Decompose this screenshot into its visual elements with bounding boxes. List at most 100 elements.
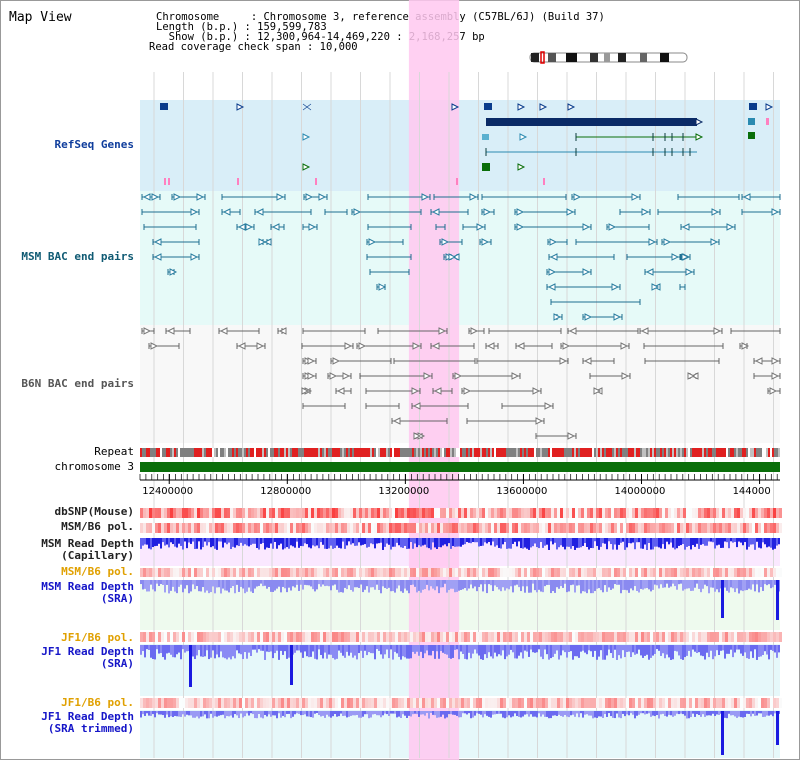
repeat-segment [676,448,678,457]
heat-cell [314,632,317,642]
b6n-bac-track[interactable] [141,327,781,440]
msm-bac-track[interactable] [141,193,781,321]
repeat-track[interactable] [140,448,780,457]
bac-end-marker [263,238,272,246]
depth-bar [708,580,710,594]
heat-cell [776,508,779,518]
track-label-msm-b6-pol[interactable]: MSM/B6 pol. [61,520,134,533]
heat-cell [530,508,533,518]
heat-cell [140,568,143,577]
depth-bar [476,538,478,543]
heat-cell [407,632,410,642]
heat-cell [542,698,545,708]
depth-bar [686,711,688,719]
heat-cell [644,632,647,642]
heat-cell [632,508,635,518]
track-label-b6n-bac[interactable]: B6N BAC end pairs [21,377,134,390]
repeat-segment [390,448,392,457]
repeat-segment [538,448,540,457]
depth-bar [650,580,652,592]
heat-cell [539,568,542,577]
heat-cell [320,568,323,577]
track-label-msm-b6-pol-2[interactable]: MSM/B6 pol. [61,565,134,578]
heat-cell [515,568,518,577]
depth-bar [574,645,576,657]
depth-bar [248,711,250,716]
depth-bar [550,538,552,542]
chromosome-bar[interactable] [140,462,780,472]
heat-cell [473,508,476,518]
heat-cell [287,508,290,518]
repeat-segment [478,448,480,457]
heat-cell [617,568,620,577]
depth-bar [688,711,690,719]
depth-bar [548,538,550,550]
heat-cell [272,568,275,577]
track-label-dbsnp[interactable]: dbSNP(Mouse) [54,505,134,518]
track-label-refseq[interactable]: RefSeq Genes [54,138,134,151]
track-label-msm-depth-sra-1[interactable]: MSM Read Depth [41,580,134,593]
depth-bar [552,711,554,716]
depth-bar [632,711,634,715]
bac-end-marker [549,253,558,261]
heat-cell [152,523,155,533]
heat-cell [254,508,257,518]
heat-cell [509,523,512,533]
track-label-jf1-b6-pol-2[interactable]: JF1/B6 pol. [61,696,134,709]
depth-bar [162,580,164,585]
heat-cell [386,698,389,708]
heat-cell [605,568,608,577]
depth-bar [732,538,734,543]
bac-end-marker [516,342,525,350]
track-label-jf1-depth-sra-1[interactable]: JF1 Read Depth [41,645,134,658]
depth-bar [520,538,522,549]
track-label-repeat[interactable]: Repeat [94,445,134,458]
depth-bar [474,538,476,543]
repeat-segment [352,448,354,457]
track-label-msm-depth-cap-1[interactable]: MSM Read Depth [41,537,134,550]
depth-bar [512,711,514,717]
track-label-chromosome[interactable]: chromosome 3 [54,460,134,473]
depth-bar [266,580,268,589]
depth-bar [682,538,684,545]
depth-bar [496,538,498,546]
chromosome-ideogram[interactable] [529,51,688,64]
heat-cell [299,698,302,708]
depth-bar [336,580,338,590]
depth-bar [204,645,206,657]
heat-cell [182,568,185,577]
repeat-segment [682,448,684,457]
depth-bar [684,645,686,658]
track-label-msm-bac[interactable]: MSM BAC end pairs [21,250,134,263]
heat-cell [326,568,329,577]
depth-bar [466,538,468,543]
depth-bar [490,580,492,586]
track-label-jf1-depth-trim-1[interactable]: JF1 Read Depth [41,710,134,723]
heat-cell [740,568,743,577]
bac-end-marker [413,432,422,440]
depth-bar [416,580,418,593]
heat-cell [191,508,194,518]
depth-bar [460,538,462,547]
refseq-genes-track[interactable] [160,103,774,185]
repeat-segment [338,448,340,457]
depth-bar [384,711,386,714]
heat-cell [161,698,164,708]
heat-cell [746,568,749,577]
heat-cell [647,632,650,642]
info-length: Length (b.p.) : 159,599,783 [156,21,327,33]
depth-bar [762,645,764,656]
heat-cell [533,632,536,642]
track-label-jf1-b6-pol[interactable]: JF1/B6 pol. [61,631,134,644]
repeat-segment [204,448,206,457]
depth-bar [256,580,258,587]
depth-bar [386,711,388,715]
depth-bar [700,538,702,545]
depth-bar [332,538,334,549]
heat-cell [581,568,584,577]
depth-bar [444,538,446,545]
heat-cell [665,523,668,533]
heat-cell [707,523,710,533]
depth-bar [340,711,342,714]
